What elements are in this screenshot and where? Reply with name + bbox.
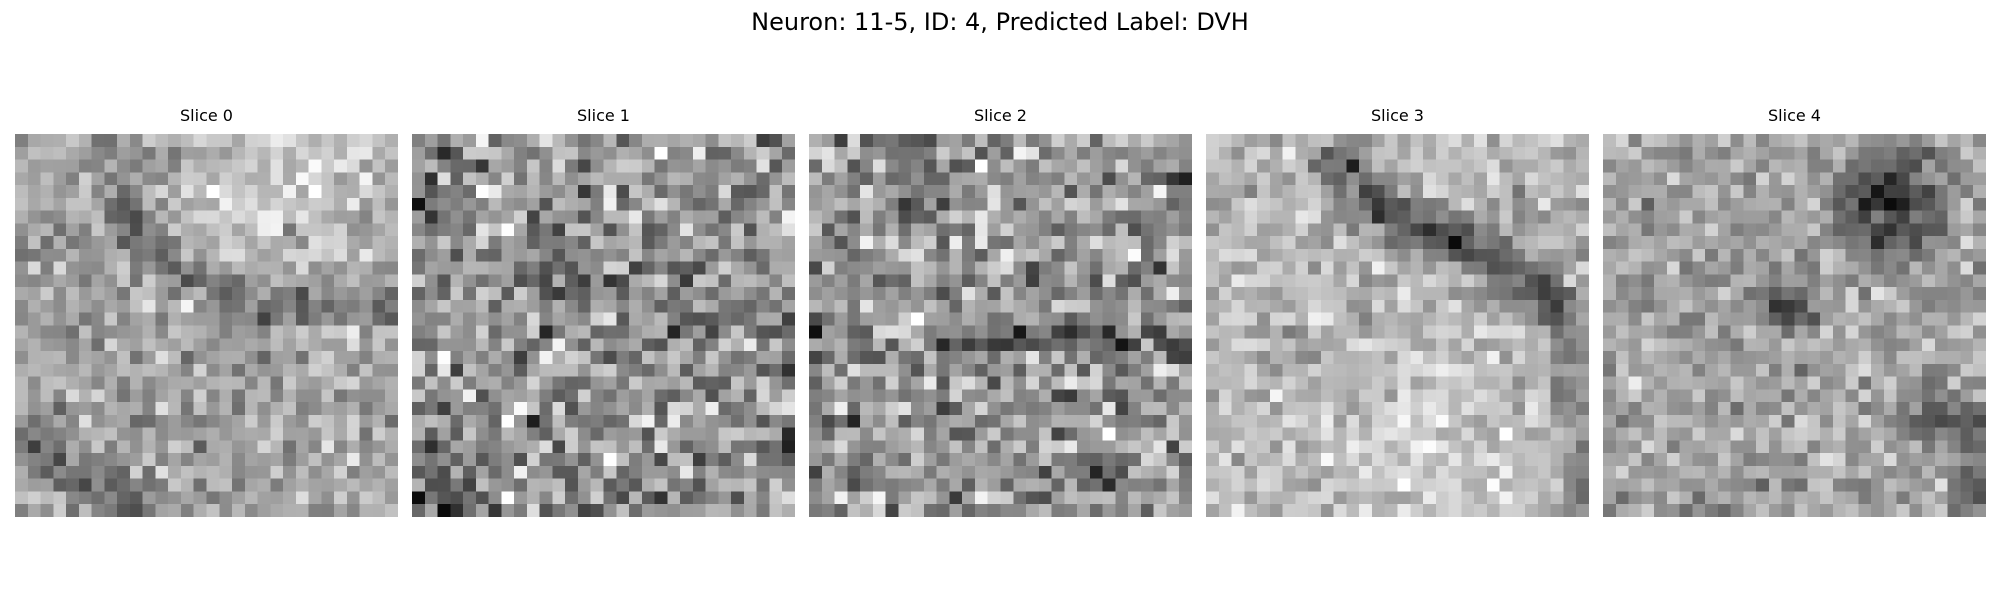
slice-image — [1603, 134, 1986, 517]
slice-panel-2: Slice 2 — [809, 106, 1192, 517]
slice-title: Slice 1 — [577, 106, 630, 125]
slice-image — [412, 134, 795, 517]
slice-panel-4: Slice 4 — [1603, 106, 1986, 517]
slice-panel-1: Slice 1 — [412, 106, 795, 517]
slice-image — [1206, 134, 1589, 517]
slice-image — [15, 134, 398, 517]
slice-title: Slice 4 — [1768, 106, 1821, 125]
slice-panel-0: Slice 0 — [15, 106, 398, 517]
slice-panel-3: Slice 3 — [1206, 106, 1589, 517]
slice-title: Slice 3 — [1371, 106, 1424, 125]
slice-image — [809, 134, 1192, 517]
slice-title: Slice 0 — [180, 106, 233, 125]
slice-title: Slice 2 — [974, 106, 1027, 125]
figure-title: Neuron: 11-5, ID: 4, Predicted Label: DV… — [751, 8, 1249, 36]
